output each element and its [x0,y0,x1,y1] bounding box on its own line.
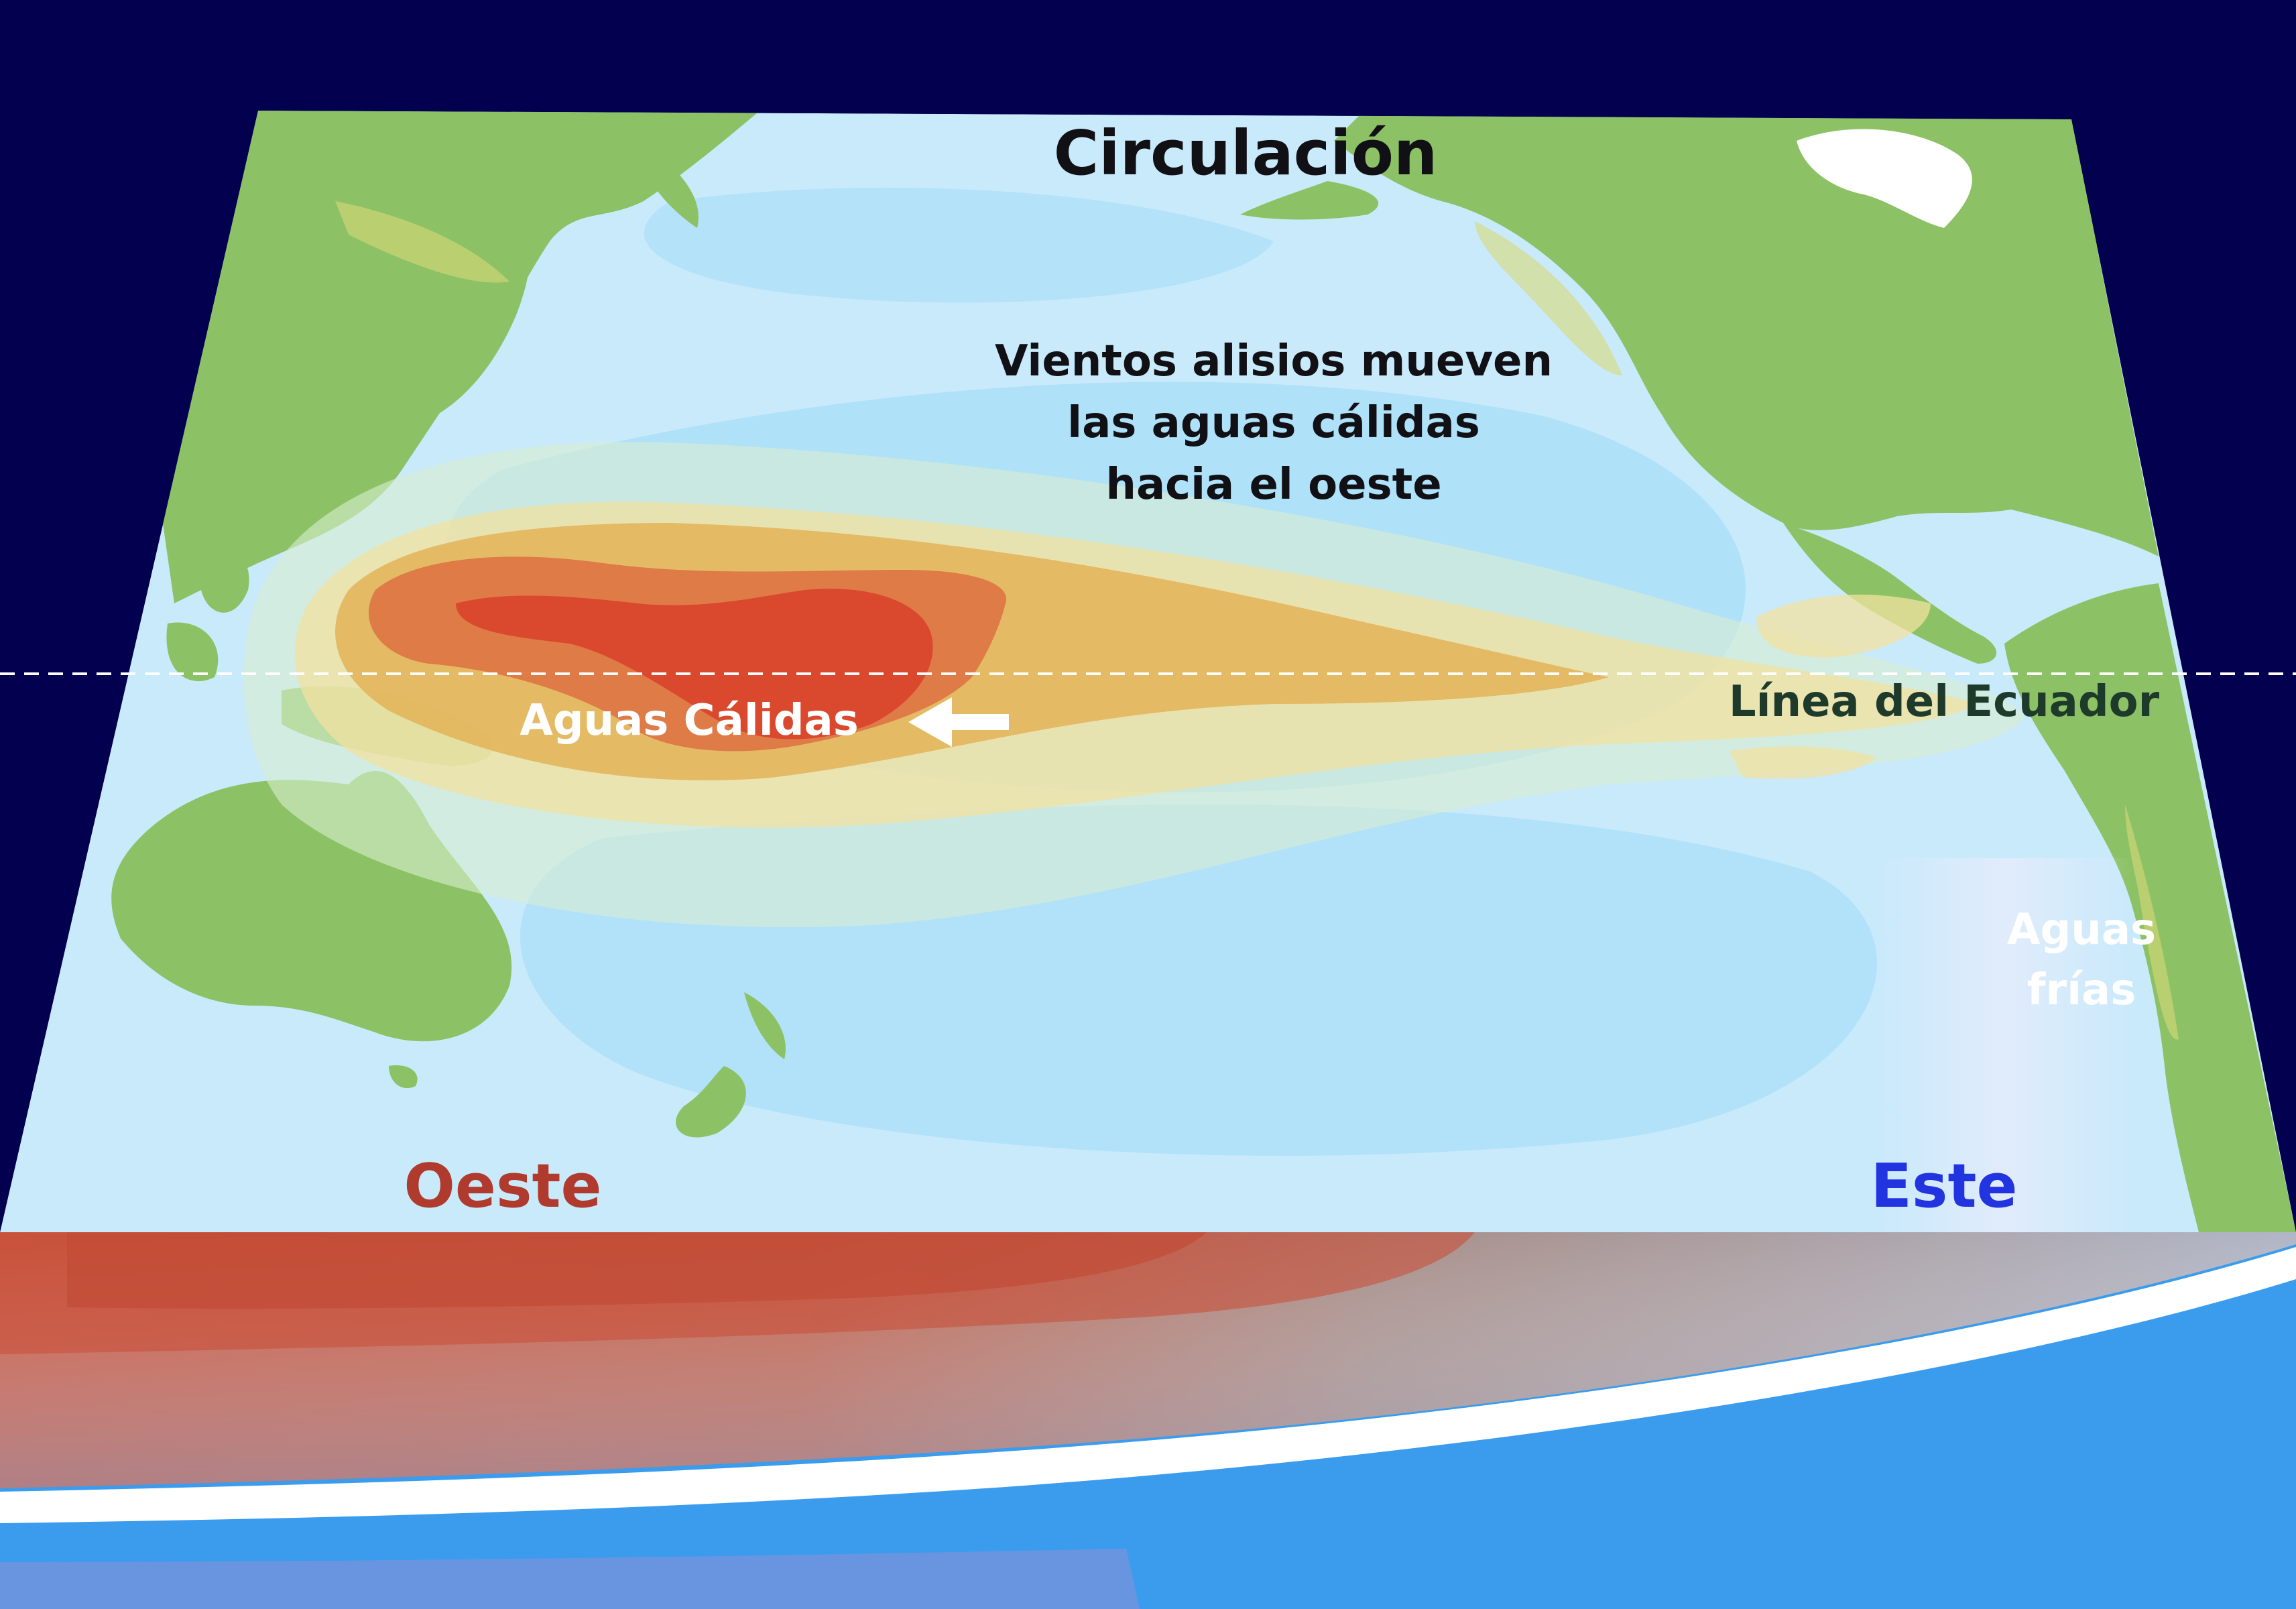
description-line-1: Vientos alisios mueven [995,337,1553,386]
ice-patch [1797,129,1972,228]
warm-waters-label: Aguas Cálidas [520,696,859,746]
cold-waters-label-line-2: frías [2027,965,2136,1015]
warm-water-pool [243,442,2025,928]
ocean-cross-section [0,1232,2296,1609]
description-line-2: las aguas cálidas [1067,398,1480,448]
title: Circulación [1054,117,1438,189]
equator-label: Línea del Ecuador [1729,677,2160,727]
west-label: Oeste [404,1151,601,1221]
description-line-3: hacia el oeste [1105,460,1441,510]
thermocline-line [0,1247,2296,1523]
cold-water-tongue [1877,858,2132,1232]
highlands [335,201,2179,1040]
pacific-map [0,111,2296,1232]
cold-waters-label-line-1: Aguas [2007,905,2156,955]
east-label: Este [1870,1151,2017,1221]
left-arrow-icon [908,697,1009,747]
trade-winds-description: Vientos alisios mueven las aguas cálidas… [995,337,1553,510]
